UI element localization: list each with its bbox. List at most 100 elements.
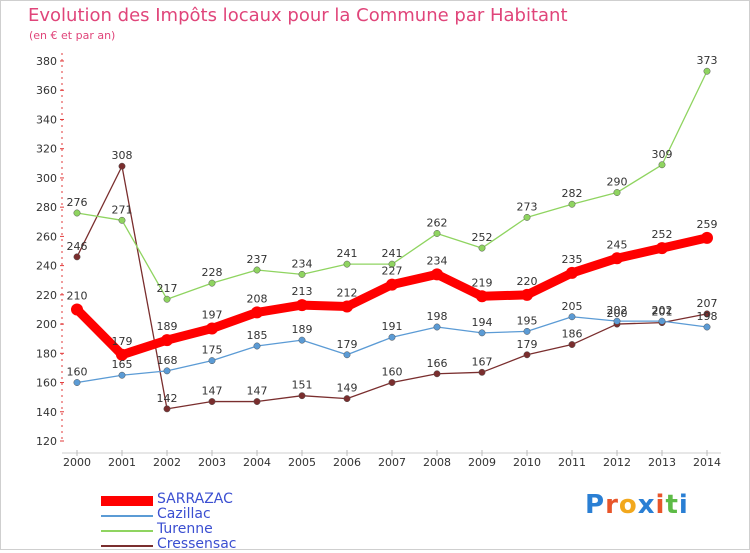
data-point-sarrazac-2004 (251, 306, 263, 319)
data-label-cressensac-2013: 201 (652, 306, 673, 319)
data-label-cazillac-2003: 175 (202, 344, 223, 357)
y-tick-label-340: 340 (36, 113, 57, 126)
data-label-cazillac-2001: 165 (112, 358, 133, 371)
data-label-cressensac-2009: 167 (472, 355, 493, 368)
logo-letter: r (605, 490, 619, 520)
logo-letter: t (665, 490, 679, 520)
x-tick-label-2012: 2012 (603, 456, 631, 469)
data-label-turenne-2009: 252 (472, 231, 493, 244)
data-label-cazillac-2007: 191 (382, 320, 403, 333)
legend-label-cazillac: Cazillac (157, 506, 211, 522)
data-label-turenne-2000: 276 (67, 196, 88, 209)
proxiti-logo: Proxiti (585, 490, 689, 520)
data-label-sarrazac-2008: 234 (427, 254, 448, 267)
data-label-cazillac-2010: 195 (517, 314, 538, 327)
data-label-cazillac-2006: 179 (337, 338, 358, 351)
data-label-turenne-2014: 373 (697, 54, 718, 67)
x-tick-label-2003: 2003 (198, 456, 226, 469)
data-label-cressensac-2010: 179 (517, 338, 538, 351)
x-tick-label-2007: 2007 (378, 456, 406, 469)
logo-letter: i (655, 490, 666, 520)
data-label-turenne-2008: 262 (427, 216, 448, 229)
data-label-cressensac-2007: 160 (382, 366, 403, 379)
data-label-cressensac-2014: 207 (697, 297, 718, 310)
data-point-turenne-2014 (703, 67, 711, 75)
data-point-cazillac-2010 (523, 327, 531, 335)
logo-letter: x (637, 490, 656, 520)
data-label-turenne-2004: 237 (247, 253, 268, 266)
data-label-cazillac-2005: 189 (292, 323, 313, 336)
data-point-sarrazac-2003 (206, 322, 218, 335)
x-tick-label-2005: 2005 (288, 456, 316, 469)
data-label-cazillac-2004: 185 (247, 329, 268, 342)
data-point-sarrazac-2014 (701, 231, 713, 244)
data-point-sarrazac-2006 (341, 300, 353, 313)
data-label-sarrazac-2002: 189 (157, 320, 178, 333)
legend-swatch-cressensac (101, 545, 153, 547)
legend-swatch-turenne (101, 530, 153, 532)
legend-swatch-sarrazac (101, 496, 153, 506)
y-tick-label-380: 380 (36, 55, 57, 68)
data-point-turenne-2008 (433, 230, 441, 237)
data-point-cazillac-2002 (163, 367, 171, 375)
data-label-cressensac-2011: 186 (562, 328, 583, 341)
data-point-cressensac-2007 (388, 379, 396, 386)
data-label-turenne-2003: 228 (202, 266, 223, 279)
data-point-turenne-2003 (208, 279, 216, 287)
data-label-cressensac-2004: 147 (247, 385, 268, 398)
data-label-sarrazac-2014: 259 (697, 218, 718, 231)
data-point-cressensac-2001 (118, 162, 126, 170)
data-label-sarrazac-2011: 235 (562, 253, 583, 266)
data-point-cazillac-2006 (343, 351, 351, 359)
y-tick-label-260: 260 (36, 230, 57, 243)
data-label-sarrazac-2005: 213 (292, 285, 313, 298)
data-point-cazillac-2007 (388, 333, 396, 341)
y-tick-label-220: 220 (36, 289, 57, 302)
data-label-cazillac-2011: 205 (562, 300, 583, 313)
data-point-sarrazac-2007 (386, 278, 398, 291)
chart-subtitle: (en € et par an) (29, 29, 116, 42)
data-point-sarrazac-2011 (566, 266, 578, 279)
data-point-turenne-2007 (388, 260, 396, 268)
data-point-sarrazac-2010 (521, 288, 533, 301)
x-tick-label-2014: 2014 (693, 456, 721, 469)
data-point-sarrazac-2012 (611, 252, 623, 265)
data-point-turenne-2000 (73, 209, 81, 217)
data-label-sarrazac-2003: 197 (202, 308, 223, 321)
legend-swatch-cazillac (101, 515, 153, 517)
data-label-cazillac-2009: 194 (472, 316, 493, 329)
logo-letter: P (585, 490, 606, 520)
data-label-sarrazac-2013: 252 (652, 228, 673, 241)
data-label-cressensac-2002: 142 (157, 392, 178, 405)
legend-label-cressensac: Cressensac (157, 536, 237, 552)
data-point-cressensac-2014 (703, 310, 711, 318)
data-label-cazillac-2000: 160 (67, 366, 88, 379)
data-point-turenne-2004 (253, 266, 261, 274)
data-label-sarrazac-2009: 219 (472, 276, 493, 289)
data-point-turenne-2002 (163, 295, 171, 303)
y-tick-label-180: 180 (36, 347, 57, 360)
x-tick-label-2009: 2009 (468, 456, 496, 469)
data-point-cressensac-2005 (298, 392, 306, 400)
x-tick-label-2011: 2011 (558, 456, 586, 469)
logo-letter: o (618, 490, 638, 520)
data-label-cressensac-2012: 200 (607, 307, 628, 320)
x-tick-label-2000: 2000 (63, 456, 91, 469)
data-point-sarrazac-2008 (431, 268, 443, 281)
x-tick-label-2013: 2013 (648, 456, 676, 469)
data-point-cazillac-2014 (703, 323, 711, 331)
data-point-cazillac-2009 (478, 329, 486, 337)
data-point-turenne-2011 (568, 200, 576, 208)
data-point-cressensac-2011 (568, 341, 576, 348)
data-label-sarrazac-2010: 220 (517, 275, 538, 288)
y-tick-label-360: 360 (36, 84, 57, 97)
data-label-cressensac-2000: 246 (67, 240, 88, 253)
data-point-cazillac-2001 (118, 371, 126, 379)
x-tick-label-2004: 2004 (243, 456, 271, 469)
data-point-turenne-2013 (658, 161, 666, 169)
legend-item-cazillac: Cazillac (101, 506, 301, 523)
data-point-sarrazac-2000 (71, 303, 83, 316)
data-point-turenne-2012 (613, 189, 621, 196)
